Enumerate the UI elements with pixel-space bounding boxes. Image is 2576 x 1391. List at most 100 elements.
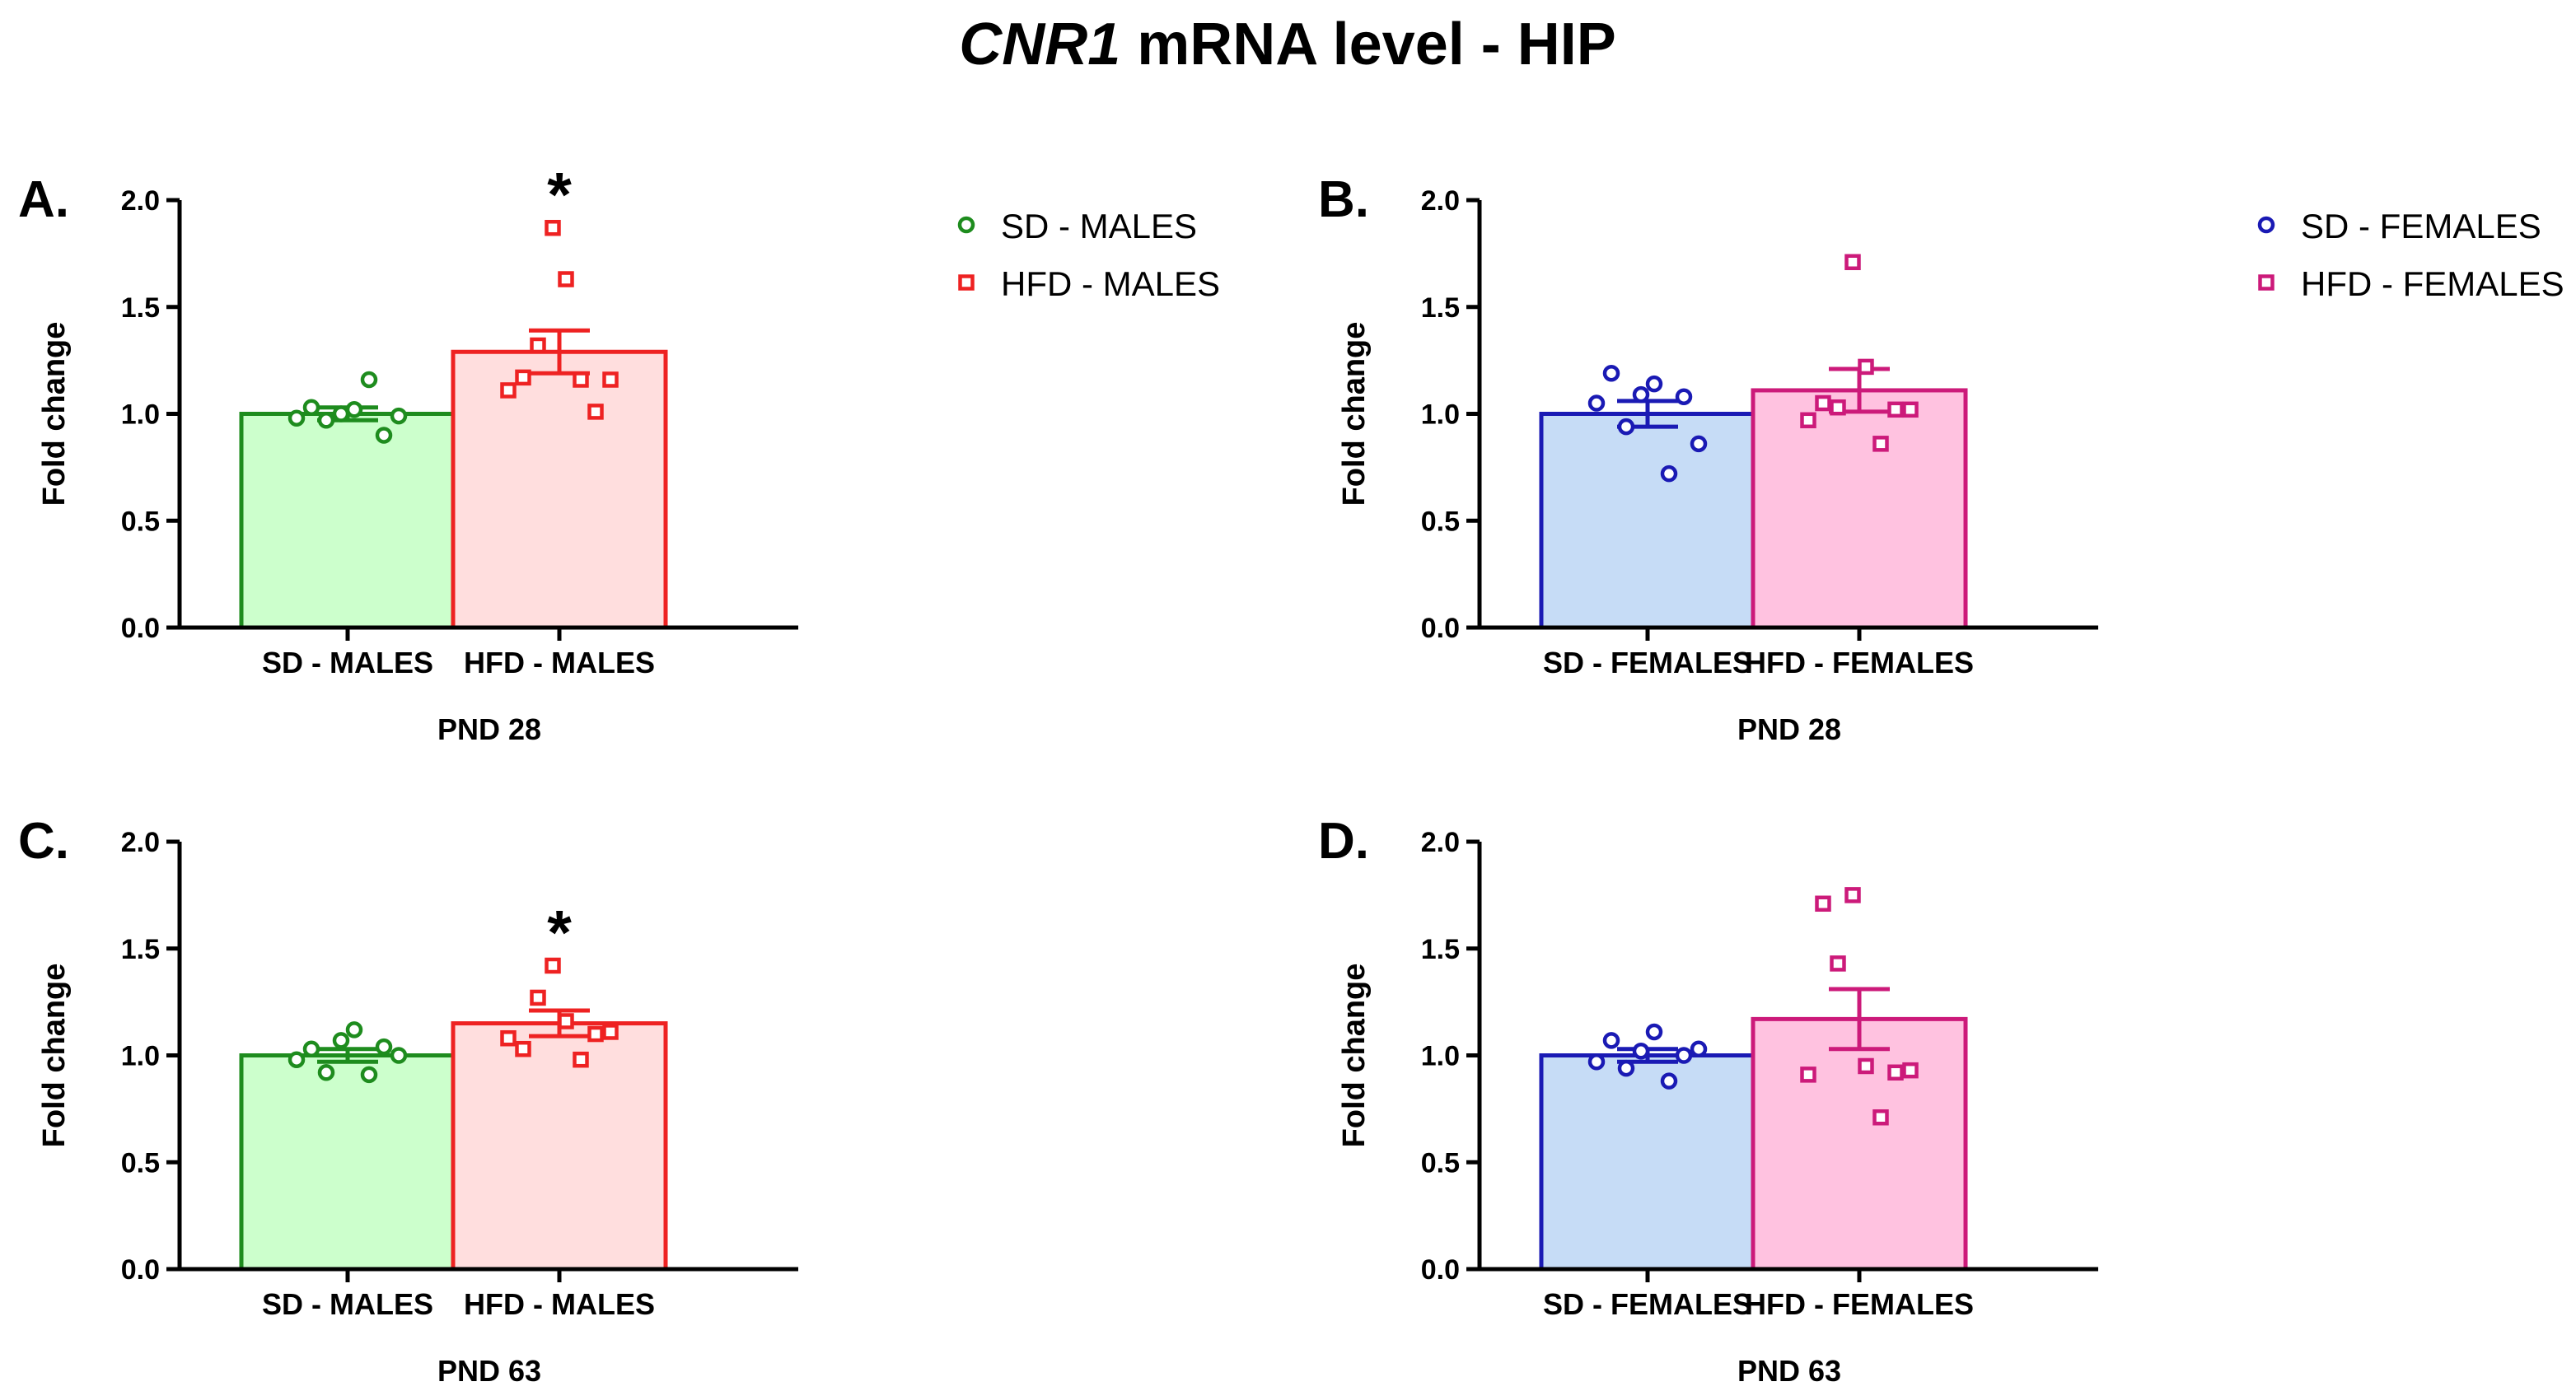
- data-point: [1830, 955, 1846, 972]
- y-axis-title: Fold change: [1337, 322, 1372, 506]
- data-point: [1660, 1072, 1678, 1090]
- data-point: [587, 1025, 604, 1043]
- x-axis-title: PND 63: [437, 1354, 541, 1388]
- significance-star: *: [547, 899, 572, 969]
- bar: [1751, 1016, 1968, 1272]
- data-point: [1872, 1109, 1889, 1126]
- y-axis-title: Fold change: [37, 322, 72, 506]
- data-point: [360, 1066, 378, 1084]
- category-label: SD - FEMALES: [1543, 1287, 1752, 1321]
- data-point: [390, 1047, 408, 1064]
- panel-label: A.: [18, 171, 69, 228]
- y-tick-label: 1.5: [121, 292, 160, 324]
- bar: [239, 1053, 456, 1272]
- legend-label: HFD - MALES: [1001, 264, 1220, 303]
- data-point: [1675, 1047, 1693, 1064]
- bar: [451, 1021, 668, 1272]
- legend-marker: [2258, 274, 2274, 291]
- category-label: HFD - MALES: [464, 1287, 655, 1321]
- data-point: [1844, 254, 1861, 271]
- panel-label: D.: [1318, 813, 1369, 870]
- y-tick-label: 0.5: [1421, 1147, 1460, 1179]
- legend-label: SD - FEMALES: [2301, 207, 2541, 245]
- category-label: SD - MALES: [262, 646, 433, 679]
- data-point: [530, 337, 546, 354]
- y-tick-label: 1.5: [1421, 292, 1460, 324]
- data-point: [1902, 401, 1919, 418]
- data-point: [302, 1040, 320, 1057]
- data-point: [1902, 1062, 1919, 1079]
- data-point: [1815, 394, 1831, 412]
- data-point: [1602, 1032, 1620, 1049]
- data-point: [545, 219, 561, 236]
- panel-a: A. SD - MALES * HFD - MALES 0.0 0.5 1.0 1.5 2.0 F…: [18, 161, 1220, 746]
- data-point: [345, 1021, 363, 1039]
- data-point: [558, 271, 574, 287]
- data-point: [332, 1032, 350, 1049]
- y-tick-label: 2.0: [1421, 185, 1460, 217]
- data-point: [1587, 1053, 1606, 1071]
- y-tick-label: 0.5: [1421, 506, 1460, 537]
- y-axis-title: Fold change: [37, 964, 72, 1148]
- data-point: [602, 371, 619, 388]
- data-point: [1690, 1040, 1708, 1057]
- chart-title: CNR1 mRNA level - HIP: [959, 12, 1616, 77]
- data-point: [360, 371, 378, 389]
- data-point: [375, 1038, 393, 1056]
- data-point: [1587, 394, 1606, 412]
- y-tick-label: 2.0: [121, 185, 160, 217]
- legend-marker: [2257, 216, 2275, 234]
- y-tick-label: 0.0: [1421, 1254, 1460, 1286]
- legend-marker: [957, 216, 975, 234]
- x-axis-title: PND 28: [437, 712, 541, 746]
- bar: [1539, 1053, 1756, 1272]
- data-point: [1675, 388, 1693, 405]
- category-label: SD - MALES: [262, 1287, 433, 1321]
- data-point: [332, 405, 350, 422]
- data-point: [573, 1051, 589, 1068]
- chart-title-rest: mRNA level - HIP: [1120, 12, 1616, 77]
- y-tick-label: 0.0: [121, 1254, 160, 1286]
- legend-label: HFD - FEMALES: [2301, 264, 2564, 303]
- y-tick-label: 0.0: [121, 613, 160, 644]
- data-point: [288, 1051, 306, 1068]
- data-point: [302, 399, 320, 416]
- data-point: [1617, 1059, 1635, 1077]
- bar: [239, 412, 456, 630]
- category-label: HFD - MALES: [464, 646, 655, 679]
- bar: [1751, 388, 1968, 630]
- y-tick-label: 2.0: [121, 827, 160, 858]
- significance-star: *: [547, 161, 572, 231]
- y-tick-label: 1.5: [1421, 934, 1460, 965]
- data-point: [1830, 399, 1846, 416]
- data-point: [1858, 1057, 1874, 1075]
- data-point: [390, 407, 408, 425]
- data-point: [515, 369, 531, 386]
- data-point: [1844, 887, 1861, 903]
- category-label: HFD - FEMALES: [1745, 1287, 1974, 1321]
- data-point: [545, 957, 561, 974]
- data-point: [317, 412, 335, 429]
- y-tick-label: 1.0: [121, 1041, 160, 1072]
- legend-marker: [958, 274, 975, 291]
- data-point: [1602, 364, 1620, 382]
- y-tick-label: 1.5: [121, 934, 160, 965]
- y-tick-label: 1.0: [121, 399, 160, 431]
- data-point: [1800, 1067, 1816, 1083]
- data-point: [345, 401, 363, 418]
- data-point: [1632, 385, 1650, 404]
- data-point: [500, 1029, 517, 1047]
- data-point: [558, 1013, 574, 1029]
- y-tick-label: 1.0: [1421, 1041, 1460, 1072]
- data-point: [1872, 436, 1889, 452]
- x-axis-title: PND 28: [1737, 712, 1841, 746]
- y-tick-label: 2.0: [1421, 827, 1460, 858]
- y-tick-label: 0.5: [121, 1147, 160, 1179]
- data-point: [500, 382, 517, 399]
- bar: [1539, 412, 1756, 630]
- data-point: [1815, 895, 1831, 913]
- x-axis-title: PND 63: [1737, 1354, 1841, 1388]
